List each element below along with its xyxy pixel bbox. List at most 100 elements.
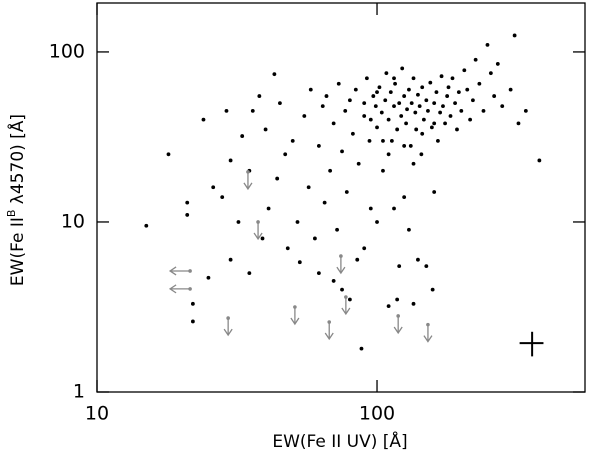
data-point: [324, 94, 329, 98]
data-point: [336, 81, 341, 86]
data-point: [429, 125, 434, 130]
data-point: [224, 109, 229, 113]
upper-limit: [243, 171, 253, 191]
data-point: [220, 195, 225, 200]
data-point: [392, 104, 396, 109]
data-point: [477, 81, 482, 86]
data-point: [359, 346, 364, 351]
y-title-rest: λ4570) [Å]: [6, 114, 28, 210]
data-point: [430, 287, 435, 292]
data-point: [362, 114, 367, 118]
data-point: [436, 138, 440, 143]
data-point: [272, 72, 277, 77]
data-point: [448, 114, 453, 118]
data-point: [388, 90, 393, 95]
data-point: [459, 109, 464, 113]
data-point: [439, 74, 444, 79]
data-point: [290, 138, 295, 143]
data-point: [185, 200, 190, 205]
upper-limit: [253, 221, 263, 241]
data-point: [434, 90, 439, 95]
data-point: [320, 104, 325, 109]
data-point: [395, 297, 400, 302]
data-point: [322, 200, 327, 205]
left-limit: [168, 284, 191, 294]
data-point: [340, 287, 344, 292]
upper-limit-dot: [293, 305, 297, 309]
data-point: [190, 319, 195, 324]
upper-limit: [341, 297, 351, 316]
data-point: [424, 264, 429, 269]
data-point: [411, 161, 416, 166]
upper-limit-dot: [226, 316, 230, 320]
data-point: [386, 304, 391, 309]
data-point: [516, 121, 521, 126]
upper-limit: [223, 318, 233, 337]
data-point: [471, 98, 475, 103]
y-title-main: EW(Fe II: [8, 217, 28, 286]
data-point: [424, 98, 429, 103]
data-point: [295, 220, 300, 224]
data-point: [419, 152, 424, 157]
data-point: [371, 94, 376, 98]
upper-limit-dot: [344, 295, 348, 299]
data-point: [350, 131, 355, 136]
data-point: [462, 68, 467, 73]
data-point: [426, 109, 430, 113]
data-point: [347, 98, 352, 103]
data-point: [456, 90, 461, 95]
data-point: [275, 176, 280, 181]
left-limit-dot: [188, 287, 192, 291]
data-point: [260, 236, 265, 241]
data-point: [473, 57, 478, 62]
data-point: [413, 110, 418, 115]
data-point: [450, 76, 455, 81]
data-point: [364, 76, 369, 81]
data-point: [331, 121, 336, 126]
data-point: [402, 94, 407, 98]
data-point: [392, 76, 396, 81]
data-point: [373, 104, 378, 109]
data-point: [428, 80, 433, 85]
x-tick-label: 10: [85, 403, 109, 425]
data-point: [362, 101, 367, 106]
data-point: [316, 271, 321, 276]
upper-limit-dot: [246, 170, 250, 174]
data-point: [399, 114, 404, 118]
data-point: [420, 131, 425, 136]
data-point: [384, 71, 389, 76]
upper-limit-dot: [256, 220, 260, 224]
data-point: [308, 87, 313, 92]
data-point: [441, 104, 445, 109]
upper-limit-dot: [327, 320, 332, 324]
data-point: [356, 161, 361, 166]
y-axis-title: EW(Fe IIB λ4570) [Å]: [5, 114, 28, 286]
data-point: [397, 264, 402, 269]
data-point: [481, 109, 486, 113]
data-point: [240, 134, 245, 138]
y-title-sup: B: [5, 210, 18, 218]
data-point: [389, 138, 394, 143]
data-point: [302, 114, 307, 118]
data-point: [381, 168, 385, 173]
data-point: [407, 87, 411, 92]
data-point: [375, 125, 379, 130]
data-point: [537, 158, 542, 163]
data-point: [367, 138, 372, 143]
data-point: [375, 220, 379, 224]
data-point: [285, 246, 290, 251]
x-tick-label: 100: [359, 403, 395, 425]
data-point: [465, 87, 470, 92]
data-point: [421, 117, 426, 122]
data-point: [495, 62, 500, 66]
upper-limit: [290, 307, 300, 326]
data-point: [512, 33, 517, 38]
data-point: [278, 101, 282, 106]
data-point: [416, 92, 420, 97]
data-point: [438, 110, 443, 115]
data-point: [190, 301, 195, 306]
data-point: [392, 206, 396, 211]
left-limit: [168, 266, 191, 276]
data-point: [328, 168, 333, 173]
